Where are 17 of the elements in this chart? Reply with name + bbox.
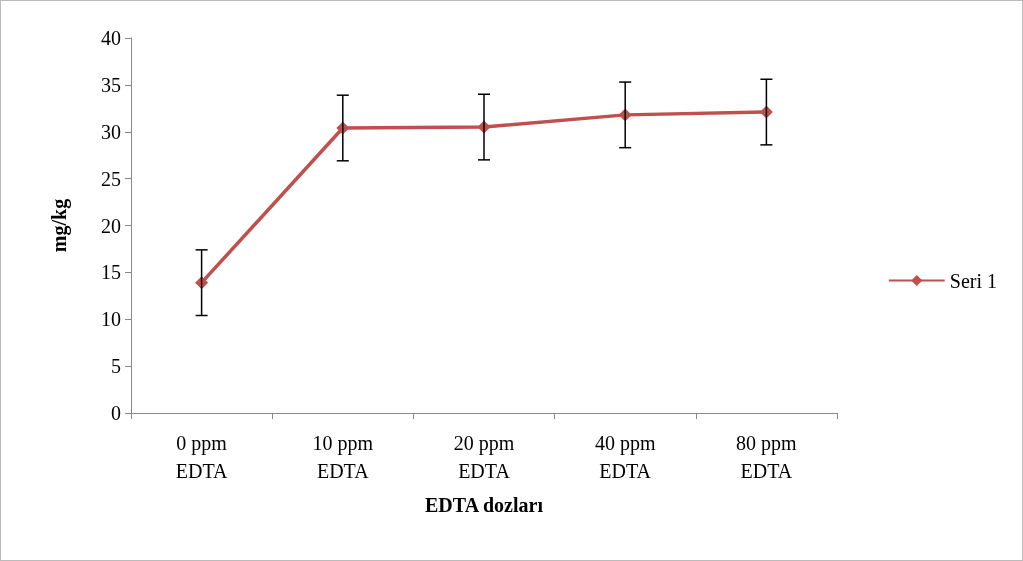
y-tick-label: 15 bbox=[101, 261, 121, 284]
x-axis-title: EDTA dozları bbox=[425, 494, 544, 516]
y-tick-label: 30 bbox=[101, 120, 121, 143]
y-tick-label: 35 bbox=[101, 73, 121, 96]
x-tick-label: 80 ppm EDTA bbox=[736, 432, 798, 482]
x-tick-label: 20 ppm EDTA bbox=[453, 432, 515, 482]
x-tick-label: 10 ppm EDTA bbox=[312, 432, 374, 482]
y-tick-label: 10 bbox=[101, 308, 121, 331]
y-tick-label: 20 bbox=[101, 214, 121, 237]
y-tick-label: 5 bbox=[111, 355, 121, 378]
x-tick-label: 40 ppm EDTA bbox=[594, 432, 656, 482]
y-axis-title: mg/kg bbox=[48, 198, 71, 253]
y-tick-label: 0 bbox=[111, 402, 121, 424]
y-tick-label: 40 bbox=[101, 27, 121, 49]
x-tick-label: 0 ppm EDTA bbox=[175, 432, 229, 482]
y-tick-label: 25 bbox=[101, 167, 121, 190]
legend-label: Seri 1 bbox=[949, 269, 997, 292]
